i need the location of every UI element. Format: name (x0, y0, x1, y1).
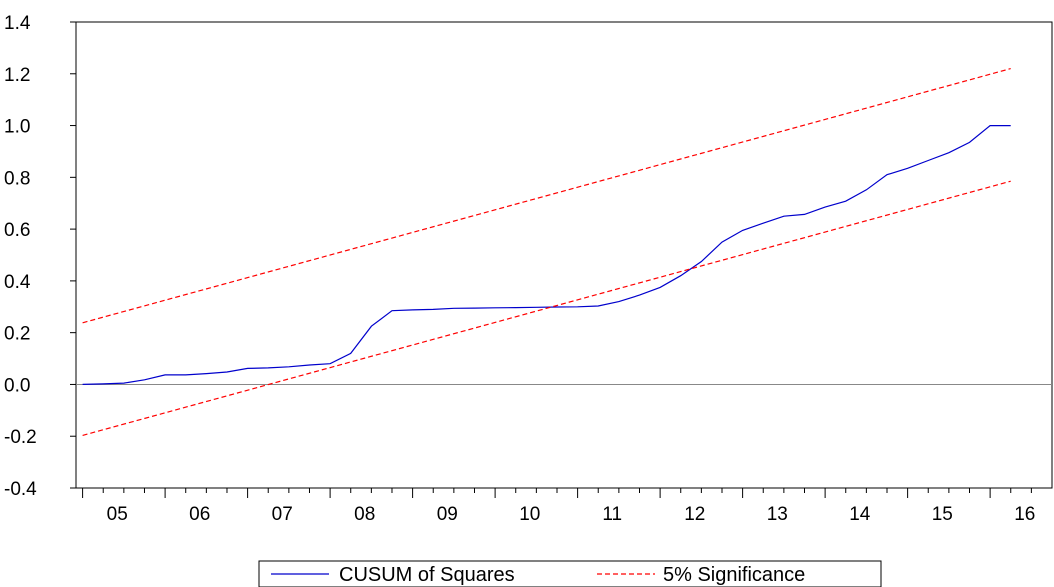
y-tick-label: 1.0 (4, 117, 30, 138)
y-tick-label: 0.6 (4, 220, 30, 241)
x-tick-label: 16 (1014, 504, 1035, 525)
legend-label-significance: 5% Significance (663, 564, 805, 586)
plot-area-frame (75, 21, 1053, 489)
y-axis: -0.4 -0.2 0.0 0.2 0.4 0.6 0.8 1.0 1.2 1.4 (4, 13, 1052, 500)
x-tick-label: 14 (849, 504, 871, 525)
upper-significance-line (82, 68, 1011, 324)
x-tick-label: 09 (437, 504, 458, 525)
y-tick-label: 0.4 (4, 272, 31, 293)
x-tick-label: 13 (767, 504, 788, 525)
lower-significance-line (82, 180, 1011, 436)
x-tick-label: 12 (684, 504, 705, 525)
x-tick-label: 11 (602, 504, 622, 525)
x-tick-label: 06 (189, 504, 210, 525)
legend: CUSUM of Squares 5% Significance (258, 560, 882, 587)
legend-label-cusum: CUSUM of Squares (339, 564, 515, 586)
x-tick-label: 08 (354, 504, 375, 525)
legend-box (258, 560, 882, 587)
y-tick-label: 0.8 (4, 168, 30, 189)
y-tick-label: 0.0 (4, 375, 30, 396)
x-axis: 05 06 07 08 09 10 11 12 13 14 15 16 (82, 488, 1035, 525)
cusum-squares-line (82, 124, 1011, 385)
x-tick-label: 15 (932, 504, 953, 525)
y-tick-label: 1.4 (4, 13, 31, 34)
y-tick-label: 1.2 (4, 65, 30, 86)
y-tick-label: -0.2 (4, 427, 37, 448)
x-tick-label: 05 (107, 504, 128, 525)
y-tick-label: -0.4 (4, 479, 37, 500)
series-layer (82, 68, 1011, 436)
x-tick-label: 07 (272, 504, 293, 525)
y-tick-label: 0.2 (4, 324, 30, 345)
x-tick-label: 10 (519, 504, 540, 525)
